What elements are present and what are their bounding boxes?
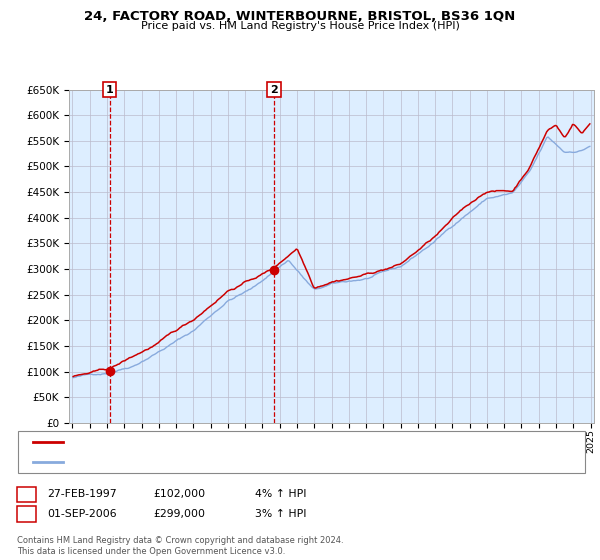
Text: £299,000: £299,000 — [153, 509, 205, 519]
Text: 2: 2 — [270, 85, 278, 95]
Text: 2: 2 — [23, 509, 30, 519]
Text: 01-SEP-2006: 01-SEP-2006 — [47, 509, 116, 519]
Text: Contains HM Land Registry data © Crown copyright and database right 2024.
This d: Contains HM Land Registry data © Crown c… — [17, 536, 343, 556]
Text: 24, FACTORY ROAD, WINTERBOURNE, BRISTOL, BS36 1QN (detached house): 24, FACTORY ROAD, WINTERBOURNE, BRISTOL,… — [71, 437, 444, 447]
Text: HPI: Average price, detached house, South Gloucestershire: HPI: Average price, detached house, Sout… — [71, 457, 360, 467]
Text: 1: 1 — [23, 489, 30, 500]
Text: Price paid vs. HM Land Registry's House Price Index (HPI): Price paid vs. HM Land Registry's House … — [140, 21, 460, 31]
Text: 27-FEB-1997: 27-FEB-1997 — [47, 489, 116, 500]
Text: £102,000: £102,000 — [153, 489, 205, 500]
Text: 24, FACTORY ROAD, WINTERBOURNE, BRISTOL, BS36 1QN: 24, FACTORY ROAD, WINTERBOURNE, BRISTOL,… — [85, 10, 515, 23]
Text: 4% ↑ HPI: 4% ↑ HPI — [255, 489, 307, 500]
Text: 1: 1 — [106, 85, 113, 95]
Text: 3% ↑ HPI: 3% ↑ HPI — [255, 509, 307, 519]
